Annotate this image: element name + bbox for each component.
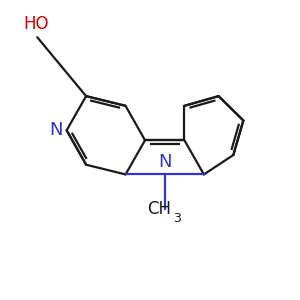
Text: HO: HO	[23, 15, 49, 33]
Text: N: N	[49, 121, 62, 139]
Text: CH: CH	[147, 200, 171, 218]
Text: 3: 3	[173, 212, 181, 225]
Text: N: N	[158, 154, 172, 172]
